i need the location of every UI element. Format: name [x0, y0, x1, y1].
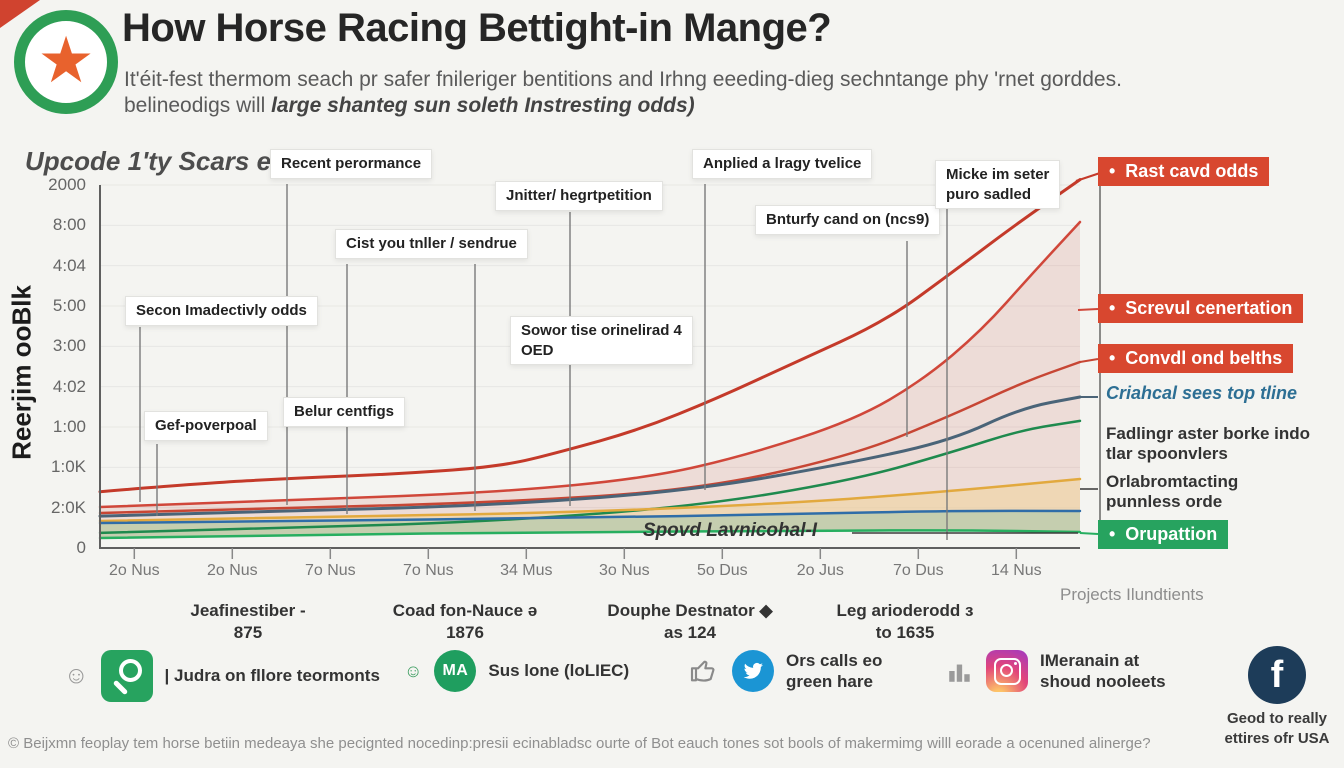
smiley-icon: ☺	[64, 662, 89, 689]
footer-item-5: f Geod to really ettires ofr USA	[1220, 646, 1334, 750]
footer-item-4-label: IMeranain at shoud nooleets	[1040, 651, 1166, 692]
legend-label: • Orupattion	[1098, 520, 1229, 549]
chart-annotation: Gef-poverpoal	[144, 411, 268, 441]
chart-inline-label: Spovd Lavnicohal-I	[642, 520, 818, 541]
chart-annotation: Sowor tise orinelirad 4 OED	[510, 316, 693, 365]
logo: ★	[14, 10, 118, 114]
ma-badge-icon[interactable]: MA	[434, 650, 477, 692]
subtitle-line2-bold: large shanteg sun soleth Instresting odd…	[271, 94, 695, 117]
bar-chart-icon	[949, 664, 970, 683]
facebook-icon[interactable]: f	[1248, 646, 1306, 704]
series-line-Criahcal sees top tline	[98, 395, 1082, 518]
x-tick-label: 7o Dus	[892, 562, 944, 579]
projects-label: Projects Ilundtients	[1060, 585, 1204, 604]
series-line-dark-green-series	[98, 419, 1082, 535]
legend-label: • Screvul cenertation	[1098, 294, 1304, 323]
footer-item-3: Ors calls eo green hare	[688, 650, 882, 693]
chart-annotation: Bnturfy cand on (ncs9)	[755, 205, 941, 235]
y-tick-label: 2:0K	[51, 497, 86, 517]
magnifier-handle-icon	[112, 679, 128, 696]
chart-annotation: Jnitter/ hegrtpetition	[495, 181, 663, 211]
x-tick-label: 7o Nus	[402, 562, 454, 579]
chart-annotation: Belur centfigs	[283, 397, 406, 427]
copyright-text: © Beijxmn feoplay tem horse betiin medea…	[8, 735, 1151, 752]
instagram-lens-icon	[1000, 664, 1013, 678]
series-line-blue-series	[98, 509, 1082, 525]
x-group-label: Leg arioderodd ɜ to 1635	[836, 601, 974, 643]
instagram-dot-icon	[1013, 661, 1017, 665]
x-group-label: Coad fon-Nauce ə 1876	[392, 601, 538, 643]
series-line-Rast cavd odds	[98, 178, 1082, 494]
y-tick-label: 4:02	[52, 376, 86, 396]
chart-annotation: Recent perormance	[270, 149, 433, 179]
legend-label: • Rast cavd odds	[1098, 157, 1270, 186]
chart-annotation: Secon Imadectivly odds	[125, 296, 318, 326]
y-tick-label: 0	[76, 538, 86, 557]
x-tick-label: 34 Mus	[500, 562, 553, 579]
y-tick-label: 5:00	[52, 296, 86, 315]
series-line-Orlabromtacting punnless orde	[98, 477, 1082, 523]
y-tick-label: 4:04	[52, 255, 86, 275]
subtitle-line2-regular: belineodigs will	[124, 94, 266, 117]
axes	[99, 185, 1080, 549]
y-tick-label: 8:00	[52, 215, 86, 235]
y-tick-label: 1:00	[52, 417, 86, 436]
instagram-icon[interactable]	[986, 650, 1028, 693]
page-title: How Horse Racing Bettight-in Mange?	[122, 6, 832, 50]
footer-item-5-label: Geod to really ettires ofr USA	[1224, 710, 1330, 748]
y-tick-label: 3:00	[52, 336, 86, 356]
chart-annotation: Anplied a lragy tvelice	[692, 149, 873, 179]
subtitle-line1: It'éit-fest thermom seach pr safer fnile…	[124, 68, 1122, 91]
footer-item-2-label: Sus lone (loLIEC)	[488, 661, 630, 681]
y-tick-label: 1:0K	[51, 457, 86, 477]
x-tick-label: 2o Nus	[206, 562, 258, 579]
x-group-label: Douphe Destnator ◆ as 124	[607, 601, 773, 643]
chart-annotation: Micke im seter puro sadled	[935, 160, 1061, 209]
series-line-Screvul cenertation	[98, 220, 1082, 509]
footer-item-3-label: Ors calls eo green hare	[786, 651, 883, 692]
series-line-Orupattion	[98, 529, 1082, 540]
chart-annotation: Cist you tnller / sendrue	[335, 229, 528, 259]
legend-label: • Convdl ond belths	[1098, 344, 1294, 373]
x-tick-label: 5o Dus	[696, 562, 748, 579]
legend-stub	[1079, 358, 1099, 363]
y-tick-label: 2000	[48, 175, 86, 194]
legend-stub	[1077, 308, 1099, 311]
magnifier-badge-icon[interactable]	[100, 650, 153, 702]
magnifier-glass-icon	[118, 659, 142, 682]
x-tick-label: 3o Nus	[598, 562, 650, 579]
legend-label: Criahcal sees top tline	[1106, 383, 1298, 403]
x-tick-label: 7o Nus	[304, 562, 356, 579]
x-group-label: Jeafinestiber -875	[190, 601, 306, 643]
footer-item-1: ☺ | Judra on fllore teormonts	[64, 650, 380, 702]
x-tick-label: 14 Nus	[990, 562, 1042, 579]
legend-label: Fadlingr aster borke indo tlar spoonvlers	[1106, 424, 1311, 464]
legend-stub	[1079, 532, 1099, 535]
twitter-icon[interactable]	[732, 650, 774, 693]
small-smiley-icon: ☺	[404, 660, 423, 681]
legend-stub	[1075, 172, 1101, 182]
legend-label: Orlabromtacting punnless orde	[1106, 472, 1239, 512]
x-tick-label: 2o Jus	[796, 562, 844, 579]
x-tick-label: 2o Nus	[108, 562, 160, 579]
footer-item-2: ☺ MA Sus lone (loLIEC)	[404, 650, 629, 692]
thumbs-up-icon	[690, 660, 715, 682]
footer-item-1-label: | Judra on fllore teormonts	[164, 666, 380, 686]
star-icon: ★	[37, 24, 95, 96]
subtitle-line2: belineodigs will large shanteg sun solet…	[124, 94, 695, 118]
footer-item-4: IMeranain at shoud nooleets	[946, 650, 1166, 693]
